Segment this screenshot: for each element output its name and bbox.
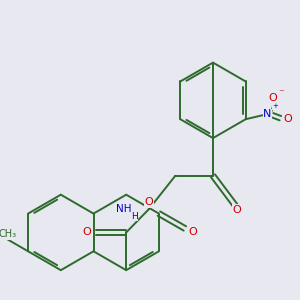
Text: +: +: [272, 103, 278, 109]
Text: O: O: [232, 205, 241, 215]
Text: O: O: [268, 93, 277, 103]
Text: O: O: [82, 227, 91, 237]
Text: H: H: [131, 212, 137, 221]
Text: N: N: [263, 109, 272, 119]
Text: CH₃: CH₃: [0, 230, 16, 239]
Text: O: O: [283, 114, 292, 124]
Text: NH: NH: [116, 204, 132, 214]
Text: O: O: [188, 227, 197, 237]
Text: O: O: [145, 197, 153, 207]
Text: ⁻: ⁻: [278, 88, 284, 98]
